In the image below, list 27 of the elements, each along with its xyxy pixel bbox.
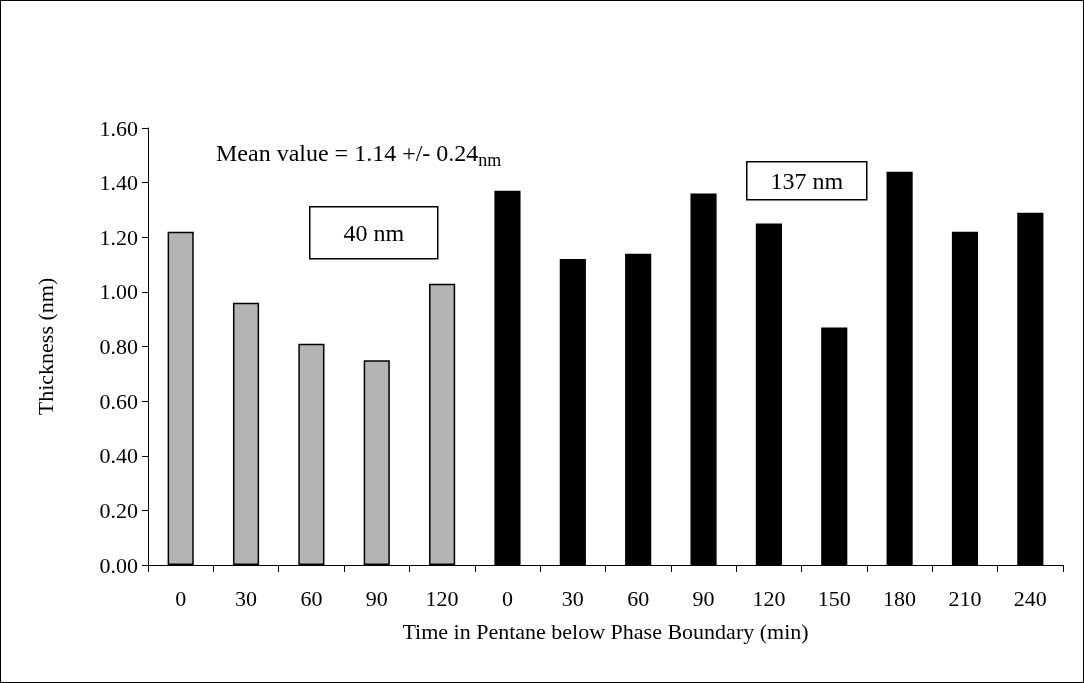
x-axis-title: Time in Pentane below Phase Boundary (min) [402, 618, 809, 644]
x-tick-label: 90 [365, 585, 388, 611]
x-tick-label: 30 [561, 585, 584, 611]
x-tick-label: 120 [752, 585, 786, 611]
x-tick-label: 0 [501, 585, 513, 611]
y-tick-label: 1.00 [99, 279, 138, 305]
x-tick-label: 180 [883, 585, 917, 611]
x-tick-label: 0 [175, 585, 187, 611]
x-tick-label: 60 [627, 585, 650, 611]
y-tick-label: 0.40 [99, 443, 138, 469]
x-tick-label: 120 [425, 585, 459, 611]
y-tick-label: 1.40 [99, 170, 138, 196]
x-tick-label: 210 [948, 585, 982, 611]
x-tick-label: 60 [300, 585, 323, 611]
x-tick-label: 240 [1013, 585, 1047, 611]
y-tick-label: 1.20 [99, 224, 138, 250]
y-tick-label: 1.60 [99, 115, 138, 141]
x-tick-label: 90 [692, 585, 715, 611]
x-tick-label: 30 [235, 585, 258, 611]
y-tick-label: 0.00 [99, 552, 138, 578]
y-tick-label: 0.60 [99, 388, 138, 414]
y-tick-label: 0.80 [99, 334, 138, 359]
annotation: 137 nm [770, 167, 844, 194]
annotation: 40 nm [343, 219, 405, 246]
y-tick-label: 0.20 [99, 497, 138, 523]
y-axis-title: Thickness (nm) [32, 277, 58, 416]
x-tick-label: 150 [817, 585, 851, 611]
